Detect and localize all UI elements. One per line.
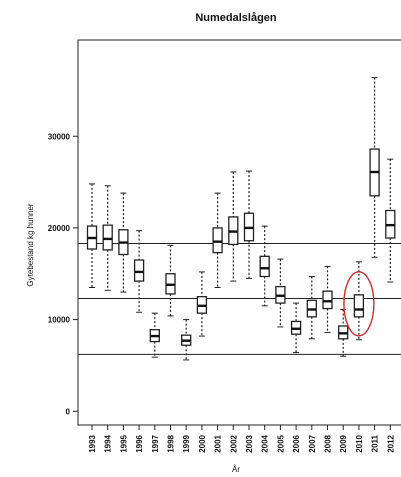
x-axis: 1993 1994 1995 1996 1997 1998 1999 2000 2001 2002… [88, 425, 395, 453]
box-2011 [369, 77, 380, 258]
x-tick-label-1994: 1994 [104, 434, 113, 452]
box-1999 [181, 319, 192, 361]
box-body-2008 [322, 290, 333, 310]
x-tick-label-2003: 2003 [245, 434, 254, 452]
box-body-2004 [259, 255, 270, 278]
y-axis-label: Gytebestand kg hunner [26, 203, 35, 287]
box-2007 [306, 276, 317, 340]
x-tick-label-2000: 2000 [198, 434, 207, 452]
x-tick-label-2002: 2002 [229, 434, 238, 452]
x-tick-label-2001: 2001 [214, 434, 223, 452]
box-body-1994 [102, 224, 113, 251]
box-2001 [212, 192, 223, 288]
x-tick-label-2004: 2004 [261, 434, 270, 452]
x-tick-label-2007: 2007 [308, 434, 317, 452]
box-1993 [86, 183, 98, 288]
plot-border [77, 39, 401, 426]
y-tick-label-30000: 30000 [48, 132, 71, 141]
box-1997 [149, 312, 160, 358]
box-2005 [275, 258, 286, 328]
box-2006 [290, 302, 302, 354]
x-tick-label-2010: 2010 [355, 434, 364, 452]
x-tick-label-1997: 1997 [151, 434, 160, 452]
box-2003 [243, 170, 255, 279]
box-body-2010 [353, 294, 365, 318]
box-1998 [165, 244, 176, 317]
x-tick-label-1999: 1999 [182, 434, 191, 452]
x-tick-label-2009: 2009 [339, 434, 348, 452]
box-series [86, 77, 396, 361]
x-tick-label-1993: 1993 [88, 434, 97, 452]
highlight-layer [343, 271, 375, 337]
box-2008 [322, 265, 333, 333]
x-tick-label-1998: 1998 [167, 434, 176, 452]
y-axis: 0 10000 20000 30000 [48, 132, 78, 416]
box-1996 [133, 230, 145, 313]
x-axis-label: År [232, 465, 240, 474]
plot-frame [77, 39, 401, 426]
x-tick-label-2006: 2006 [292, 434, 301, 452]
x-tick-label-2012: 2012 [386, 434, 395, 452]
box-body-1996 [133, 259, 145, 282]
x-tick-label-2005: 2005 [276, 434, 285, 452]
box-2004 [259, 225, 270, 307]
highlight-ellipse [343, 271, 375, 337]
box-2002 [228, 171, 239, 282]
box-2012 [385, 158, 396, 283]
x-tick-label-2008: 2008 [324, 434, 333, 452]
box-2000 [196, 271, 208, 337]
y-tick-label-20000: 20000 [48, 224, 71, 233]
box-2010 [353, 261, 365, 341]
y-tick-label-0: 0 [66, 407, 71, 416]
box-1994 [102, 185, 113, 291]
box-body-2001 [212, 227, 223, 254]
y-tick-label-10000: 10000 [48, 316, 71, 325]
x-tick-label-1996: 1996 [135, 434, 144, 452]
box-2009 [338, 309, 349, 357]
reference-lines [78, 243, 401, 355]
box-1995 [118, 192, 129, 293]
x-tick-label-2011: 2011 [371, 434, 380, 452]
x-tick-label-1995: 1995 [119, 434, 128, 452]
chart-title: Numedalslågen [195, 12, 277, 24]
